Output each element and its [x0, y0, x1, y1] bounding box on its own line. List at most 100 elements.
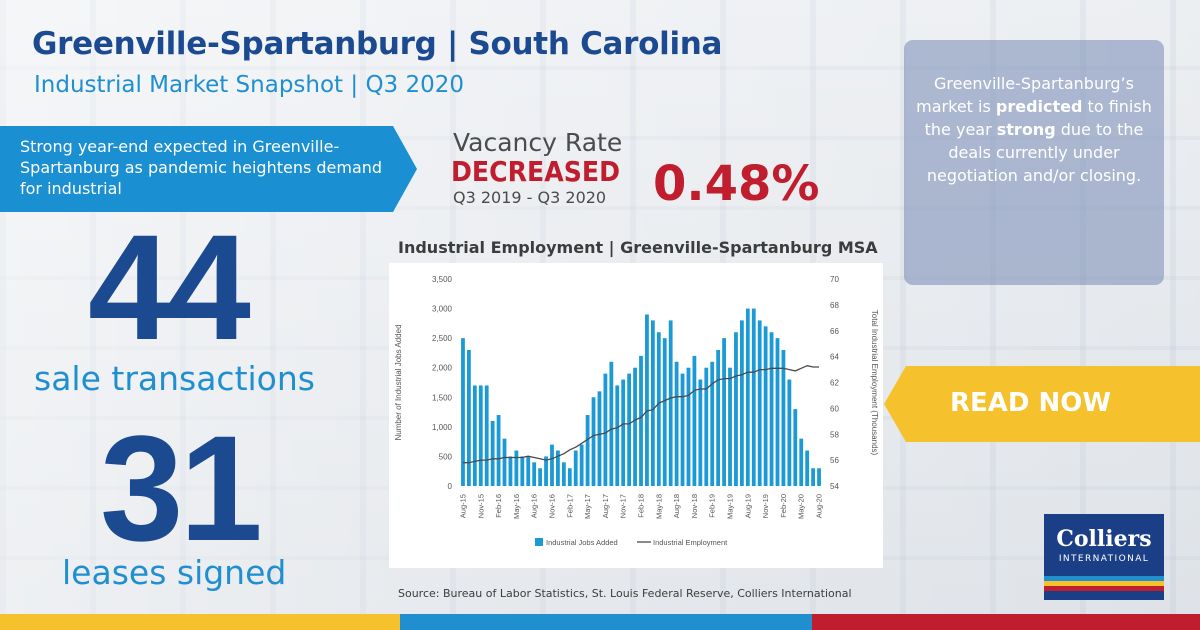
- x-tick-label: Feb-18: [637, 494, 646, 518]
- x-tick-label: Aug-16: [530, 494, 539, 518]
- logo-stripe-yellow: [1044, 581, 1164, 586]
- bar: [561, 462, 566, 486]
- bar: [544, 456, 548, 486]
- legend-line-label: Industrial Employment: [653, 538, 728, 547]
- colliers-logo: Colliers INTERNATIONAL: [1044, 514, 1164, 600]
- bar: [550, 444, 554, 486]
- y2-tick-label: 70: [830, 275, 839, 284]
- bar: [645, 314, 649, 486]
- source-note: Source: Bureau of Labor Statistics, St. …: [398, 587, 852, 600]
- page-title: Greenville-Spartanburg | South Carolina: [32, 26, 723, 62]
- legend-bar-label: Industrial Jobs Added: [546, 538, 618, 547]
- bar: [811, 468, 815, 486]
- bar: [757, 320, 762, 486]
- bar: [633, 367, 637, 486]
- x-tick-label: Nov-15: [476, 494, 485, 518]
- bar: [722, 338, 726, 486]
- callout-text-1: Greenville-Spartanburg’s market is: [916, 74, 1134, 116]
- headline-banner: Strong year-end expected in Greenville-S…: [0, 126, 417, 212]
- y-tick-label: 3,500: [432, 275, 453, 284]
- bar: [662, 338, 667, 486]
- y-tick-label: 2,500: [432, 334, 453, 343]
- x-tick-label: May-19: [726, 494, 735, 519]
- bottom-bar-blue: [400, 614, 812, 630]
- bar: [514, 450, 519, 486]
- bar: [799, 438, 804, 486]
- bar: [490, 420, 495, 486]
- y-tick-label: 2,000: [432, 364, 453, 373]
- bar: [769, 332, 774, 486]
- bar: [650, 320, 655, 486]
- bar: [674, 361, 679, 486]
- callout-text-3: due to the deals currently under negotia…: [926, 120, 1144, 185]
- x-tick-label: May-18: [654, 494, 663, 519]
- bar: [579, 444, 584, 486]
- bar: [710, 361, 715, 486]
- y2-axis-label: Total Industrial Employment (Thousands): [870, 310, 879, 456]
- bar: [573, 450, 578, 486]
- bar: [567, 468, 572, 486]
- bar: [621, 379, 626, 486]
- bar: [781, 349, 786, 486]
- callout-bold-strong: strong: [996, 120, 1056, 139]
- bar: [502, 438, 507, 486]
- bottom-bar-yellow: [0, 614, 400, 630]
- headline-banner-text: Strong year-end expected in Greenville-S…: [20, 137, 383, 198]
- y-axis-label: Number of Industrial Jobs Added: [394, 324, 403, 440]
- prediction-callout: Greenville-Spartanburg’s market is predi…: [904, 40, 1164, 285]
- bar: [668, 320, 673, 486]
- employment-chart: 0 500 1,000 1,500 2,000 2,500 3,000 3,500 54 56 58…: [389, 263, 883, 568]
- bar: [686, 367, 691, 486]
- y-tick-label: 500: [439, 452, 453, 461]
- bar: [698, 379, 703, 486]
- x-tick-label: Aug-15: [458, 494, 467, 518]
- bar: [787, 379, 792, 486]
- x-tick-label: Nov-18: [690, 494, 699, 518]
- callout-text-2: to finish the year: [924, 97, 1152, 139]
- bar: [520, 456, 525, 486]
- bar: [763, 326, 768, 486]
- chart-title: Industrial Employment | Greenville-Spart…: [398, 238, 878, 257]
- bar: [692, 355, 697, 486]
- bar: [745, 308, 750, 486]
- logo-name: Colliers: [1056, 526, 1152, 552]
- bottom-bar-red: [812, 614, 1200, 630]
- bar: [461, 338, 465, 486]
- bar: [704, 367, 709, 486]
- y2-tick-label: 62: [830, 379, 839, 388]
- bottom-color-bar: [0, 614, 1200, 630]
- bar: [526, 456, 531, 486]
- bar: [739, 320, 744, 486]
- callout-bold-predicted: predicted: [995, 97, 1083, 116]
- sale-transactions-label: sale transactions: [34, 359, 315, 398]
- read-now-button[interactable]: READ NOW: [884, 366, 1200, 442]
- bar: [467, 349, 471, 486]
- x-tick-label: Nov-16: [547, 494, 556, 518]
- leases-signed-number: 31: [100, 404, 263, 572]
- bar: [817, 468, 821, 486]
- vacancy-status: DECREASED: [451, 155, 621, 188]
- y2-tick-label: 54: [830, 482, 839, 491]
- y2-tick-label: 56: [830, 456, 839, 465]
- logo-subtitle: INTERNATIONAL: [1058, 554, 1150, 564]
- x-tick-label: Feb-20: [779, 494, 788, 518]
- bar: [478, 385, 483, 486]
- bar: [508, 456, 513, 486]
- x-tick-label: Aug-18: [672, 494, 681, 518]
- bar: [615, 385, 620, 486]
- x-tick-label: Nov-19: [761, 494, 770, 518]
- employment-line: [463, 365, 819, 464]
- x-tick-label: May-16: [512, 494, 521, 519]
- bar: [591, 397, 596, 486]
- bar: [556, 450, 560, 486]
- logo-stripe-red: [1044, 586, 1164, 591]
- bar: [484, 385, 489, 486]
- vacancy-period: Q3 2019 - Q3 2020: [453, 188, 607, 207]
- bar: [751, 308, 756, 486]
- bar: [734, 332, 738, 486]
- x-tick-label: Aug-19: [743, 494, 752, 518]
- bar: [775, 338, 780, 486]
- vacancy-value: 0.48%: [653, 156, 820, 212]
- bar: [585, 415, 590, 486]
- y-tick-label: 1,500: [432, 393, 453, 402]
